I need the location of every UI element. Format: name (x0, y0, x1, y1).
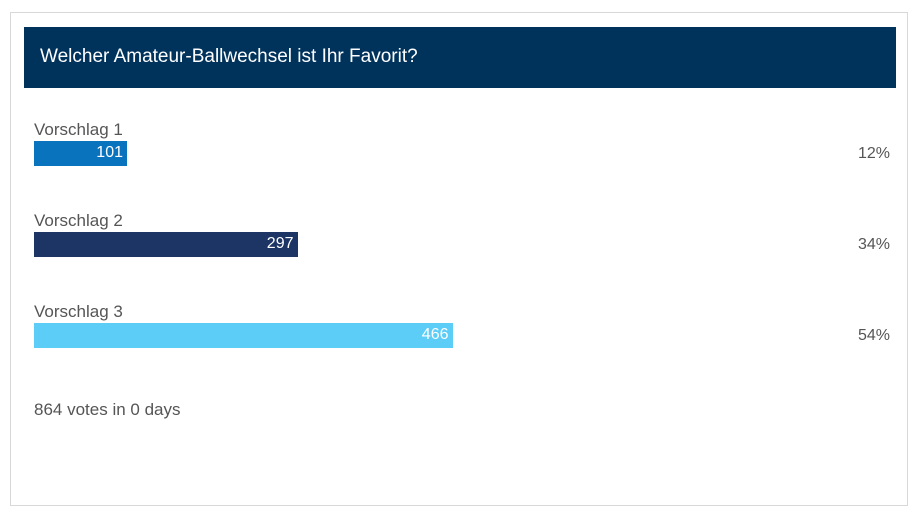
option-votes: 297 (266, 235, 294, 252)
option-label: Vorschlag 2 (34, 211, 123, 230)
option-bar: 297 (34, 232, 298, 257)
option-percent: 54% (857, 327, 890, 344)
option-percent: 34% (857, 236, 890, 253)
option-bar: 466 (34, 323, 453, 348)
poll-widget (10, 12, 908, 506)
option-votes: 466 (421, 326, 449, 343)
option-percent: 12% (857, 145, 890, 162)
poll-header: Welcher Amateur-Ballwechsel ist Ihr Favo… (24, 27, 896, 88)
option-label: Vorschlag 1 (34, 120, 123, 139)
option-bar: 101 (34, 141, 127, 166)
poll-title: Welcher Amateur-Ballwechsel ist Ihr Favo… (40, 46, 418, 67)
option-label: Vorschlag 3 (34, 302, 123, 321)
poll-footer: 864 votes in 0 days (34, 400, 181, 419)
option-votes: 101 (96, 144, 123, 161)
